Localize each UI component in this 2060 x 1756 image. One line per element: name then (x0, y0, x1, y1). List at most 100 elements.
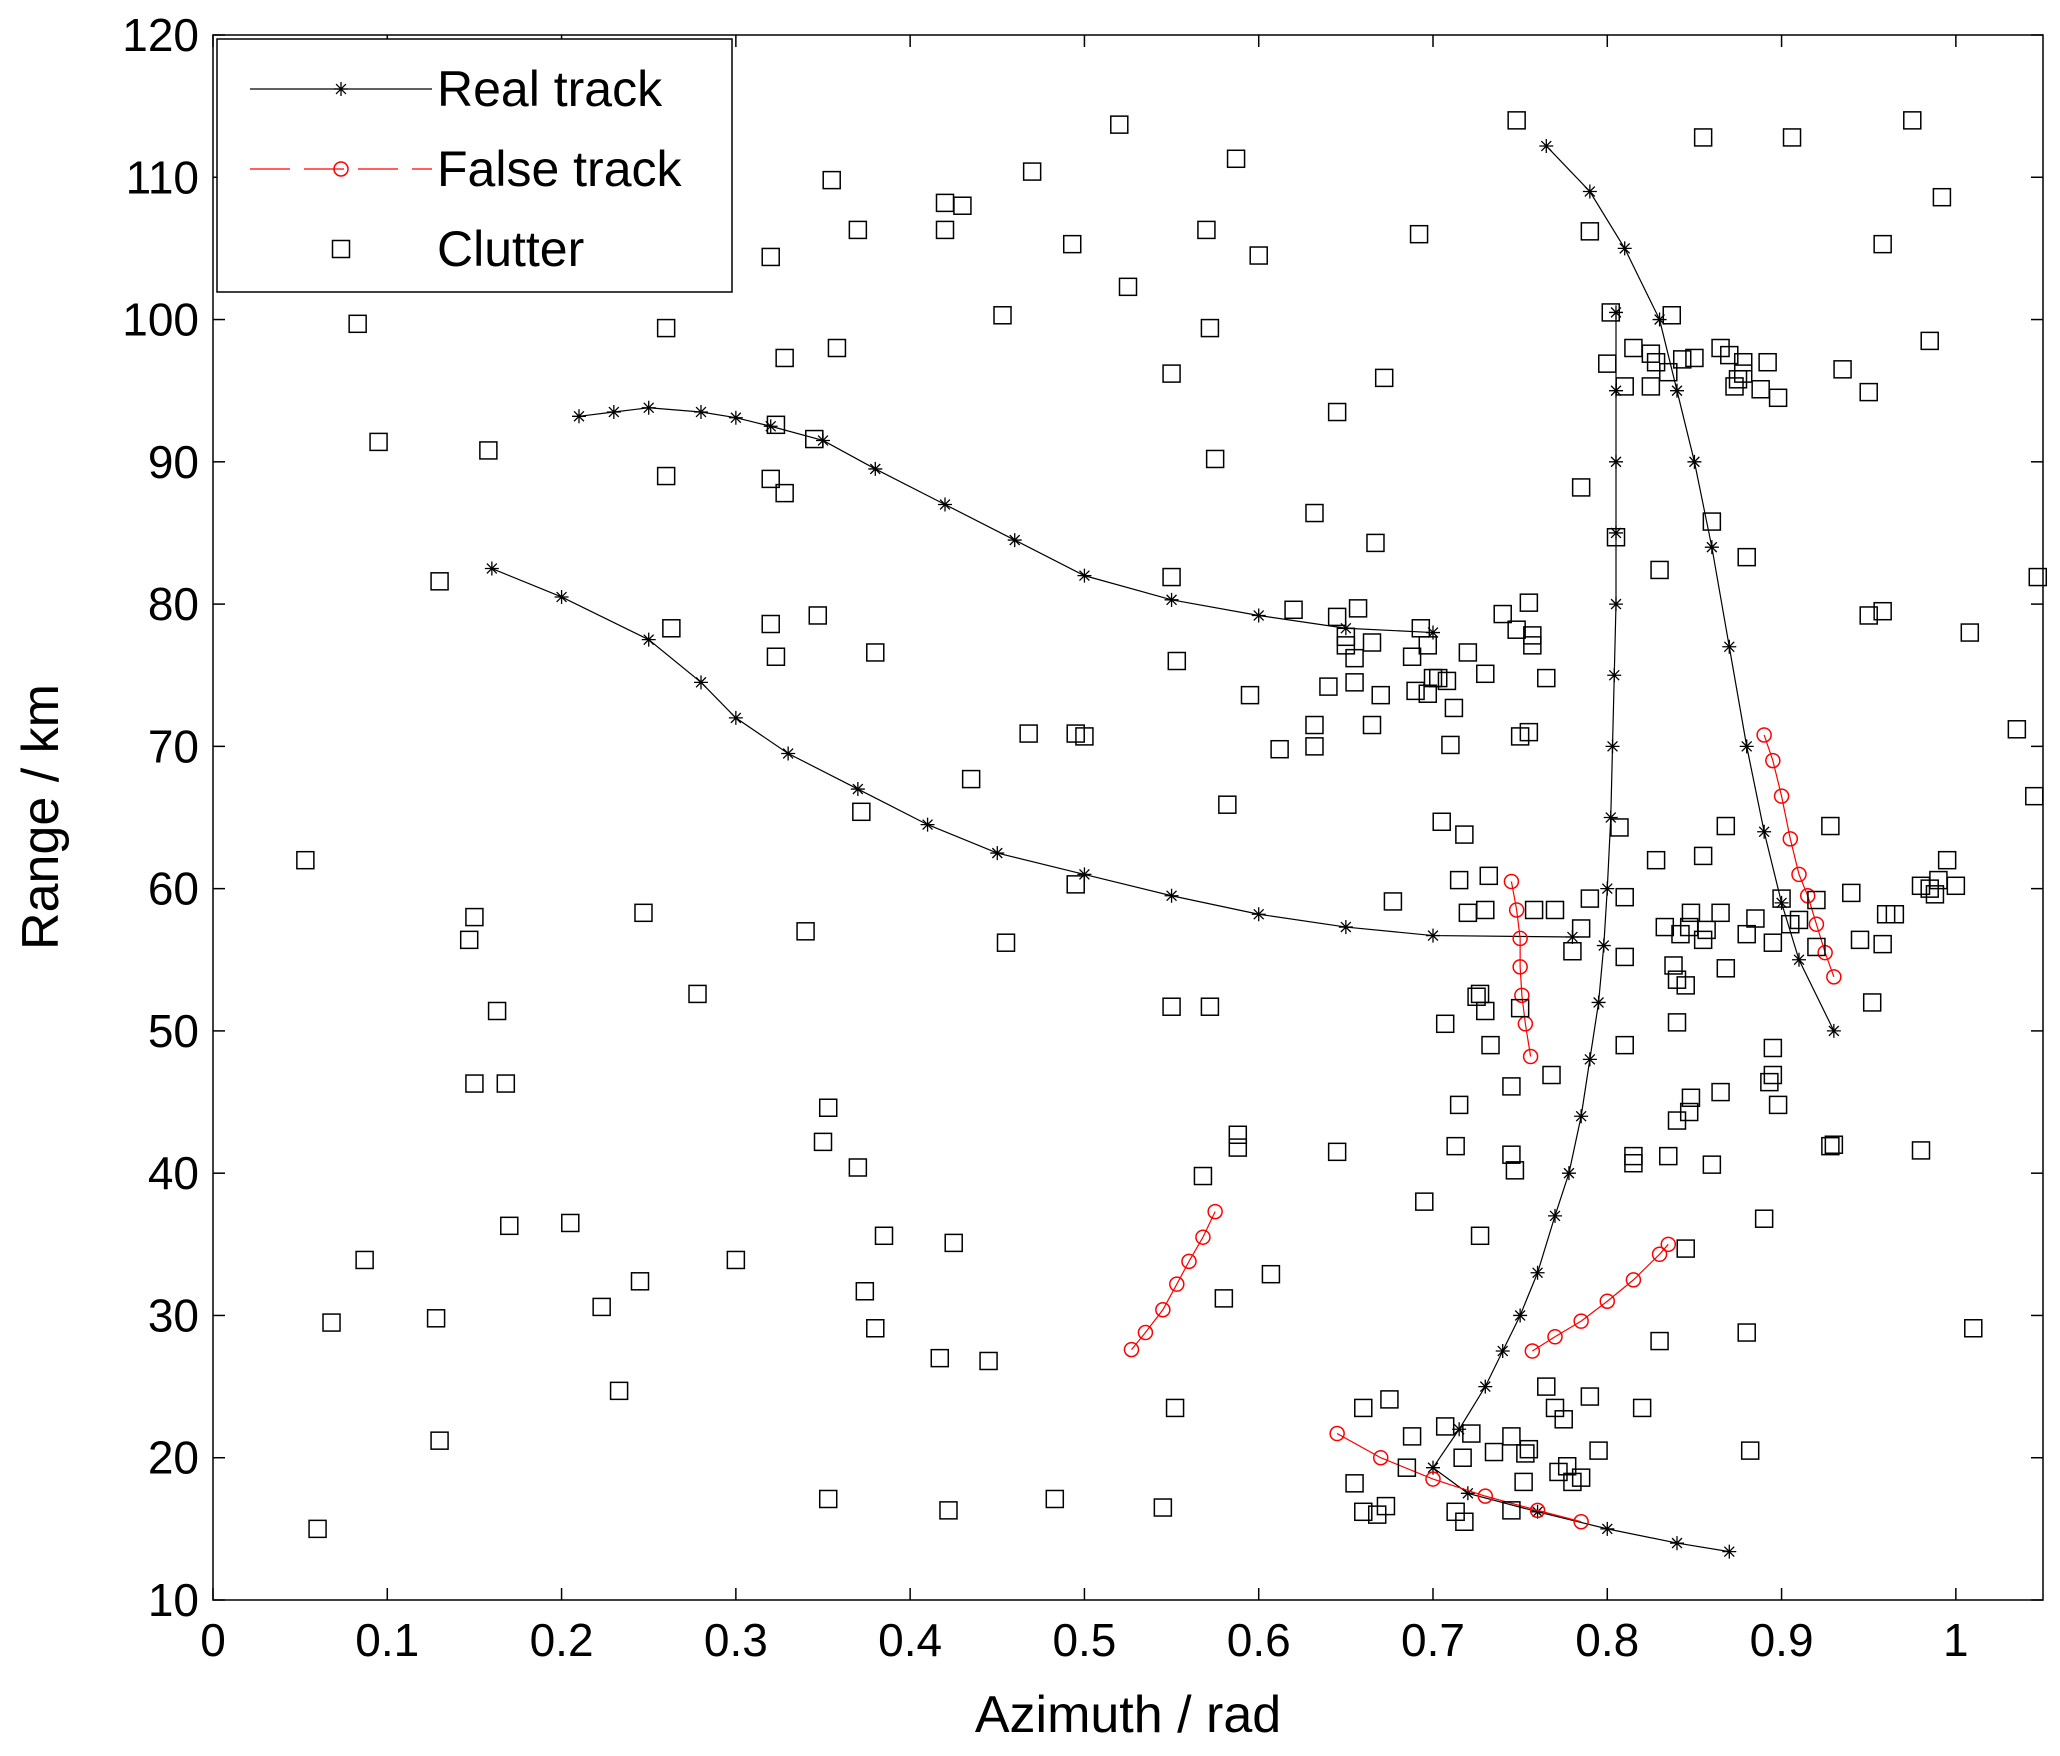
track-point (1547, 1329, 1563, 1345)
clutter-point (426, 1309, 446, 1328)
clutter-point (1167, 651, 1187, 671)
clutter-point (1758, 352, 1777, 372)
track-point (1514, 987, 1530, 1004)
legend-label: Real track (437, 61, 663, 117)
clutter-point (1409, 224, 1429, 244)
clutter-point (805, 429, 824, 449)
track-point (1591, 995, 1606, 1010)
track-point (1582, 1052, 1597, 1067)
clutter-point (2007, 720, 2027, 739)
clutter-point (1455, 825, 1474, 844)
clutter-point (1402, 1427, 1422, 1446)
clutter-point (1524, 900, 1544, 920)
x-tick-label: 0.7 (1401, 1614, 1465, 1666)
clutter-point (953, 196, 972, 215)
track-point (938, 497, 952, 512)
clutter-point (1580, 1387, 1600, 1406)
clutter-point (1481, 1035, 1500, 1055)
track-point (572, 409, 586, 424)
clutter-point (1249, 246, 1268, 265)
x-tick-label: 0.6 (1227, 1614, 1291, 1666)
track-point (1670, 383, 1684, 398)
track-point (1077, 867, 1092, 882)
clutter-point (1200, 997, 1220, 1016)
track-point (1774, 895, 1789, 910)
clutter-point (1672, 350, 1692, 369)
clutter-point (688, 984, 707, 1004)
track-line (1532, 1243, 1669, 1352)
clutter-point (1641, 377, 1661, 396)
track-point (1155, 1302, 1171, 1318)
clutter-point (1557, 1457, 1577, 1476)
clutter-point (1789, 910, 1809, 930)
clutter-point (1763, 933, 1783, 952)
track-point (728, 410, 743, 425)
clutter-point (996, 933, 1016, 952)
legend-label: Clutter (437, 221, 584, 277)
clutter-point (1062, 234, 1082, 254)
clutter-point (766, 415, 786, 435)
clutter-point (1681, 903, 1701, 923)
track-point (728, 710, 743, 725)
clutter-point (961, 769, 981, 789)
track-point (1495, 1344, 1510, 1359)
clutter-point (1510, 998, 1530, 1018)
track-point (641, 632, 656, 647)
clutter-point (1833, 360, 1852, 379)
track-point (1164, 592, 1179, 607)
track-point (1609, 597, 1623, 612)
clutter-point (1760, 1072, 1779, 1092)
clutter-point (1519, 1439, 1539, 1459)
track-point (1137, 1324, 1154, 1341)
track-point (694, 675, 708, 690)
track-point (1625, 1272, 1642, 1288)
legend-marker (334, 82, 348, 96)
clutter-point (1746, 909, 1765, 928)
clutter-point (1305, 503, 1324, 523)
clutter-point (1418, 684, 1438, 703)
track-line (1510, 881, 1532, 1057)
legend-label: False track (437, 141, 683, 197)
clutter-point (1681, 1088, 1701, 1108)
clutter-point (1193, 1166, 1213, 1186)
clutter-point (827, 338, 847, 358)
clutter-point (1737, 1323, 1756, 1342)
clutter-point (1920, 331, 1939, 351)
clutter-point (561, 1213, 580, 1233)
clutter-point (1807, 937, 1826, 957)
clutter-point (1679, 1102, 1699, 1122)
clutter-point (1519, 722, 1539, 742)
track-point (1123, 1341, 1140, 1358)
track-point (1169, 1276, 1185, 1292)
clutter-point (1937, 850, 1957, 870)
legend-marker (333, 161, 349, 177)
clutter-point (1345, 673, 1364, 692)
clutter-point (1685, 348, 1704, 368)
clutter-point (1380, 1390, 1399, 1409)
x-tick-label: 0.5 (1052, 1614, 1116, 1666)
track-point (1582, 184, 1597, 199)
clutter-point (1327, 1142, 1347, 1162)
clutter-point (775, 483, 794, 503)
track-point (1181, 1253, 1197, 1270)
clutter-point (1650, 1331, 1669, 1351)
y-tick-label: 90 (148, 436, 199, 488)
clutter-point (1502, 1501, 1521, 1520)
clutter-point (1737, 547, 1756, 567)
clutter-point (1354, 1502, 1373, 1522)
clutter-point (1479, 866, 1499, 886)
track-point (1607, 668, 1622, 683)
clutter-point (1200, 318, 1220, 338)
clutter-point (1516, 1444, 1535, 1463)
x-tick-label: 0.3 (704, 1614, 768, 1666)
clutter-point (866, 1319, 885, 1338)
track-point (850, 782, 865, 797)
clutter-point (1110, 115, 1129, 134)
track-point (1600, 1521, 1615, 1536)
clutter-point (355, 1250, 374, 1270)
clutter-point (1019, 724, 1038, 743)
track-point (920, 817, 935, 832)
clutter-point (1022, 162, 1042, 181)
clutter-point (656, 466, 676, 486)
track-point (1329, 1425, 1345, 1442)
